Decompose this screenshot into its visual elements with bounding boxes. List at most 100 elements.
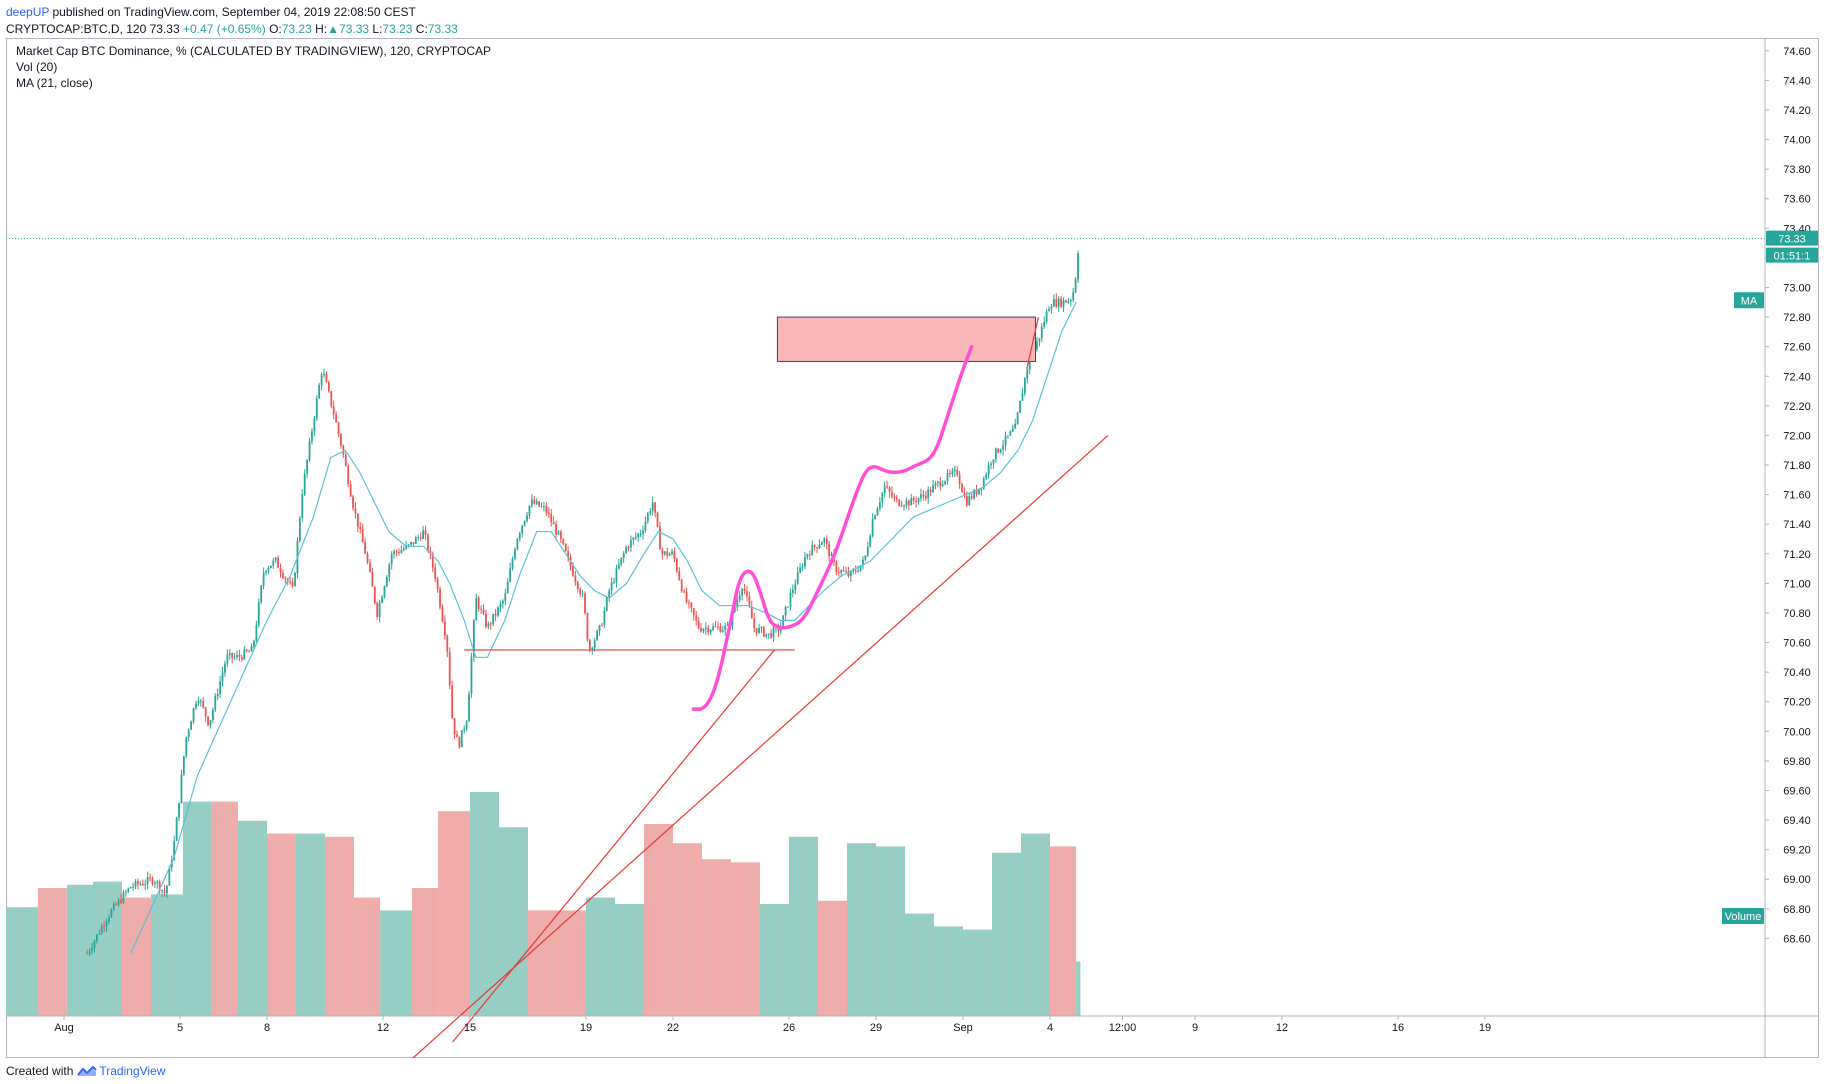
volume-bar [847, 843, 876, 1016]
candle-body [146, 877, 149, 885]
candle-body [644, 521, 647, 531]
candle-body [523, 520, 526, 526]
candle-body [414, 537, 417, 544]
candle-body [709, 629, 712, 633]
candle-body [721, 629, 724, 632]
candle-body [605, 597, 608, 611]
volume-bar [6, 907, 38, 1016]
candle-body [666, 551, 669, 556]
candle-body [100, 926, 103, 934]
price-tick-label: 70.40 [1783, 667, 1811, 679]
candle-body [245, 649, 248, 652]
candle-body [876, 508, 879, 516]
volume-bar [731, 862, 760, 1016]
time-tick-label: 4 [1047, 1022, 1053, 1034]
candle-body [313, 418, 316, 432]
candle-body [917, 498, 920, 503]
candle-body [970, 496, 973, 499]
time-tick-label: 29 [870, 1022, 882, 1034]
price-tick-label: 72.80 [1783, 312, 1811, 324]
candle-body [978, 489, 980, 495]
ohlc-high-value: 73.33 [339, 22, 370, 36]
candle-body [994, 448, 997, 460]
time-tick-label: 19 [580, 1022, 592, 1034]
candle-body [1060, 298, 1063, 307]
candle-body [673, 551, 676, 559]
candle-body [1021, 393, 1024, 401]
candle-body [480, 608, 483, 610]
footer: Created with TradingView [6, 1062, 165, 1080]
candle-body [936, 481, 939, 484]
candle-body [535, 501, 538, 504]
candle-body [207, 716, 209, 726]
candle-body [632, 537, 635, 541]
author-link[interactable]: deepUP [6, 5, 50, 19]
candle-body [898, 499, 901, 506]
time-tick-label: Sep [953, 1022, 973, 1034]
candle-body [509, 568, 512, 582]
tradingview-logo-icon [77, 1065, 98, 1076]
candle-body [453, 718, 456, 735]
candle-body [250, 646, 253, 652]
candle-body [538, 501, 541, 507]
candle-body [726, 624, 729, 626]
candle-body [506, 581, 509, 594]
price-chart[interactable]: Market Cap BTC Dominance, % (CALCULATED … [6, 38, 1819, 1058]
volume-bar [122, 897, 151, 1016]
candle-body [308, 441, 311, 460]
candle-body [965, 496, 968, 506]
candle-body [383, 586, 386, 597]
price-tick-label: 74.20 [1783, 105, 1811, 117]
chart-panel[interactable]: Market Cap BTC Dominance, % (CALCULATED … [6, 38, 1819, 1058]
candle-body [642, 530, 644, 534]
candle-body [530, 499, 533, 506]
candle-body [951, 471, 954, 474]
volume-bar [1050, 846, 1077, 1016]
candle-body [547, 512, 550, 515]
candle-body [717, 626, 719, 628]
candle-body [692, 608, 695, 616]
candle-body [306, 459, 309, 474]
ohlc-close-value: 73.33 [427, 22, 458, 36]
tradingview-brand-link[interactable]: TradingView [99, 1064, 166, 1078]
candle-body [376, 602, 379, 617]
candle-body [598, 625, 601, 631]
candle-body [654, 502, 657, 513]
candle-body [811, 545, 814, 556]
candle-body [794, 584, 797, 590]
candle-body [124, 891, 127, 893]
candle-body [1011, 428, 1014, 432]
candle-body [835, 561, 838, 573]
candle-body [499, 603, 502, 608]
candle-body [354, 508, 357, 514]
candle-body [615, 568, 618, 583]
countdown-tag-bg [1766, 247, 1818, 263]
candle-body [586, 613, 589, 641]
candle-body [704, 627, 707, 630]
volume-bar [66, 884, 93, 1016]
candle-body [900, 505, 903, 507]
volume-bar [37, 888, 67, 1016]
candle-body [422, 530, 425, 539]
candle-body [818, 544, 821, 549]
candle-body [460, 730, 463, 748]
user-drawings[interactable] [348, 316, 1109, 1058]
price-axis[interactable]: 68.60 68.80 69.00 69.20 69.40 69.60 69.80 70.00… [1765, 46, 1811, 946]
volume-bar [267, 833, 296, 1016]
candle-body [840, 570, 843, 573]
symbol-label[interactable]: CRYPTOCAP:BTC.D, 120 [6, 22, 147, 36]
candle-body [1062, 300, 1065, 307]
candle-body [446, 635, 449, 652]
time-axis[interactable]: Aug 5 8 12 15 19 22 26 29 Sep 4 12:00 9 12 16 19 [54, 1016, 1491, 1034]
price-tick-label: 72.60 [1783, 342, 1811, 354]
candle-body [540, 506, 543, 508]
candle-body [1016, 412, 1019, 424]
candle-body [269, 565, 272, 569]
price-tick-label: 71.40 [1783, 519, 1811, 531]
volume-bar [499, 827, 528, 1016]
candle-body [407, 544, 410, 546]
candle-body [388, 564, 391, 577]
time-tick-label: 22 [667, 1022, 679, 1034]
candle-body [393, 551, 396, 555]
price-tick-label: 71.20 [1783, 549, 1811, 561]
